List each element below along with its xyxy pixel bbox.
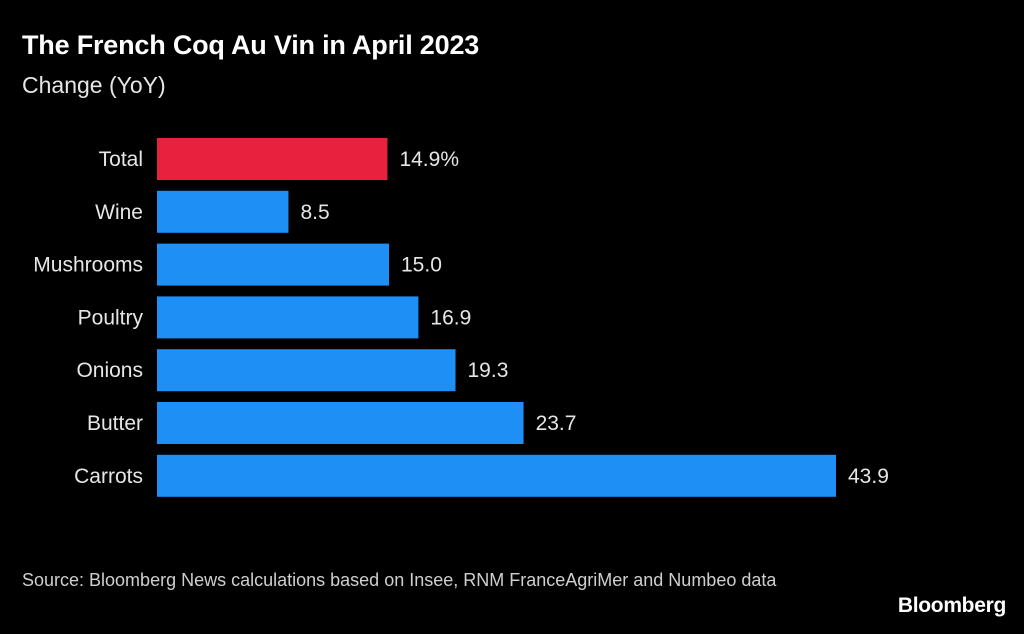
category-label-onions: Onions bbox=[76, 359, 143, 382]
category-label-mushrooms: Mushrooms bbox=[33, 254, 143, 277]
bar-mushrooms bbox=[157, 243, 390, 286]
bar-wine bbox=[157, 190, 289, 233]
chart-title: The French Coq Au Vin in April 2023 bbox=[22, 30, 480, 60]
value-label-wine: 8.5 bbox=[300, 201, 329, 224]
bar-onions bbox=[157, 349, 456, 392]
value-label-carrots: 43.9 bbox=[848, 465, 889, 488]
bar-chart: Total 14.9% Wine 8.5 Mushrooms 15.0 Poultry 16.… bbox=[33, 138, 889, 497]
value-label-poultry: 16.9 bbox=[430, 306, 471, 329]
value-label-total: 14.9% bbox=[399, 148, 459, 171]
category-label-poultry: Poultry bbox=[78, 306, 144, 329]
value-label-mushrooms: 15.0 bbox=[401, 254, 442, 277]
bar-butter bbox=[157, 402, 524, 444]
category-label-carrots: Carrots bbox=[74, 465, 143, 488]
bar-poultry bbox=[157, 296, 419, 339]
source-note: Source: Bloomberg News calculations base… bbox=[22, 570, 777, 590]
category-label-wine: Wine bbox=[95, 201, 143, 224]
category-label-butter: Butter bbox=[87, 412, 143, 435]
chart-subtitle: Change (YoY) bbox=[22, 72, 166, 98]
category-label-total: Total bbox=[99, 148, 143, 171]
bar-total bbox=[157, 138, 388, 180]
bar-carrots bbox=[157, 454, 836, 497]
value-label-butter: 23.7 bbox=[536, 412, 577, 435]
bloomberg-logo: Bloomberg bbox=[897, 594, 1006, 617]
value-label-onions: 19.3 bbox=[468, 359, 509, 382]
